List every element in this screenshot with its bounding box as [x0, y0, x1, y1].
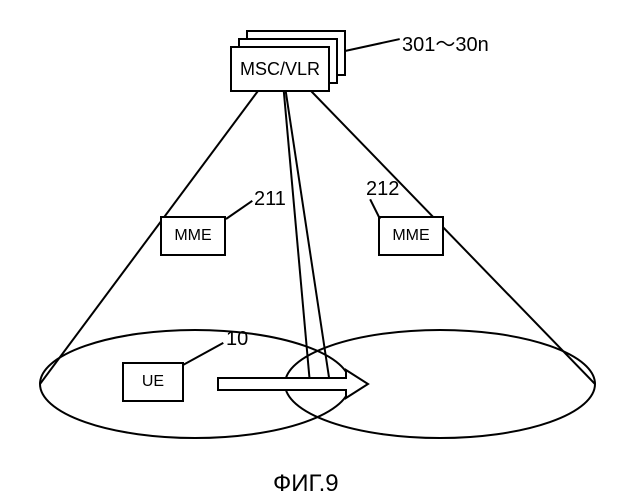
msc-vlr-box: MSC/VLR — [230, 46, 330, 92]
mme1-box: MME — [160, 216, 226, 256]
mme1_ref-label: 211 — [254, 188, 286, 211]
mme2-box: MME — [378, 216, 444, 256]
figure-caption: ФИГ.9 — [273, 470, 339, 498]
mme2_ref-label: 212 — [366, 178, 399, 201]
ue-box: UE — [122, 362, 184, 402]
msc_vlr_ref-label: 301～30n — [402, 28, 489, 57]
ue_ref-label: 10 — [226, 328, 248, 351]
